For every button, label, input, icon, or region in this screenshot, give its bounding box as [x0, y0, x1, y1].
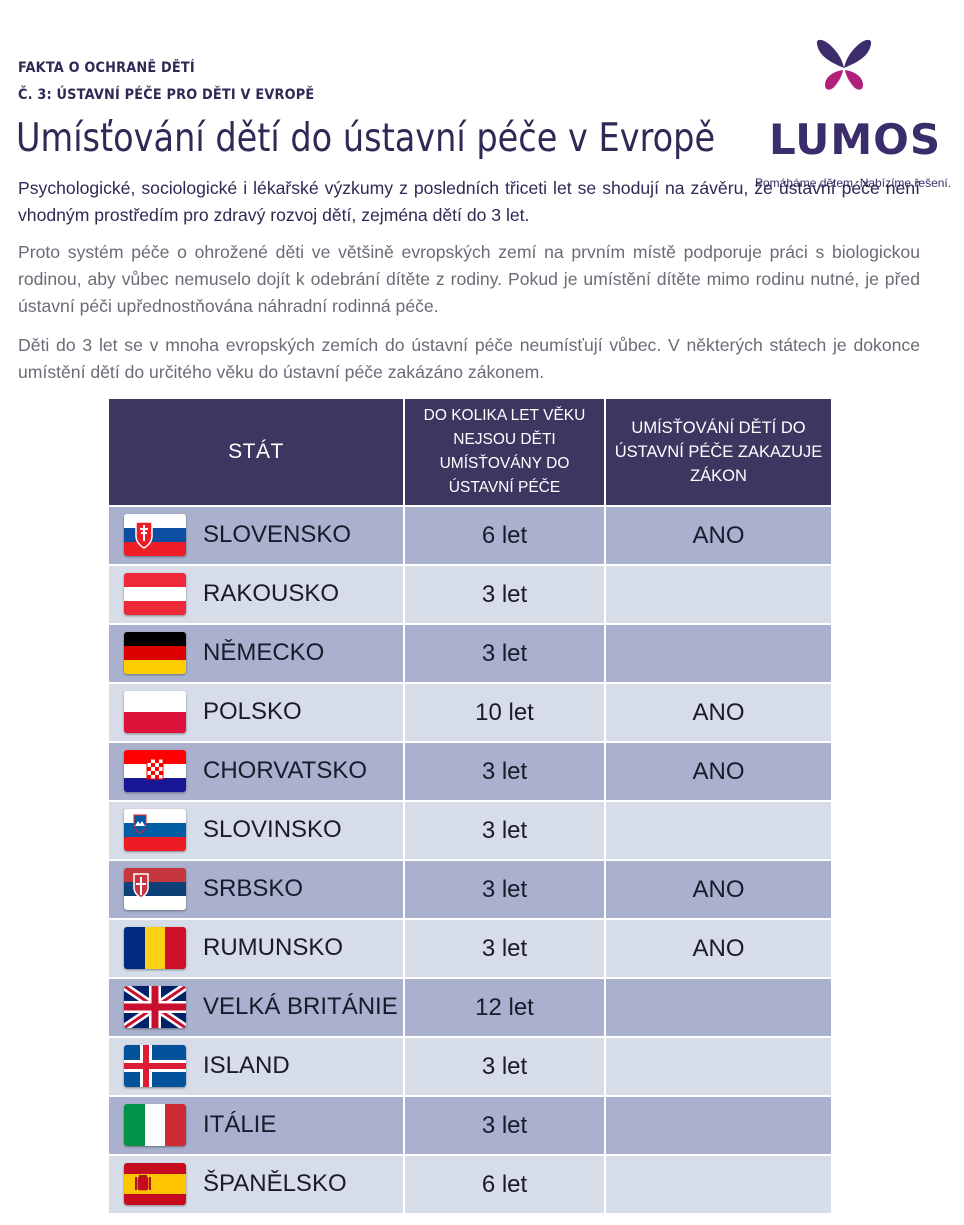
table-row: SLOVENSKO 6 let ANO [107, 505, 833, 566]
age-cell: 10 let [403, 682, 606, 743]
country-name: SRBSKO [203, 875, 304, 902]
country-name: SLOVINSKO [203, 816, 342, 843]
age-cell: 3 let [403, 564, 606, 625]
age-cell: 3 let [403, 1095, 606, 1156]
table-row: RAKOUSKO 3 let [107, 564, 833, 625]
law-cell: ANO [604, 505, 833, 566]
age-cell: 3 let [403, 741, 606, 802]
austria-flag-icon [124, 573, 186, 615]
country-name: NĚMECKO [203, 639, 325, 666]
age-cell: 6 let [403, 505, 606, 566]
law-cell [604, 800, 833, 861]
law-cell: ANO [604, 682, 833, 743]
countries-table: STÁT DO KOLIKA LET VĚKU NEJSOU DĚTI UMÍS… [107, 397, 833, 1215]
age-cell: 12 let [403, 977, 606, 1038]
law-cell [604, 1095, 833, 1156]
spain-flag-icon [124, 1163, 186, 1205]
country-name: CHORVATSKO [203, 757, 368, 784]
country-name: RAKOUSKO [203, 580, 340, 607]
law-cell [604, 623, 833, 684]
age-cell: 3 let [403, 800, 606, 861]
age-cell: 3 let [403, 1036, 606, 1097]
table-header-row: STÁT DO KOLIKA LET VĚKU NEJSOU DĚTI UMÍS… [107, 397, 833, 507]
lumos-logo: LUMOS Pomáháme dětem. Nabízíme řešení. [755, 38, 951, 190]
header-law: UMÍSŤOVÁNÍ DĚTÍ DO ÚSTAVNÍ PÉČE ZAKAZUJE… [604, 397, 833, 507]
serbia-flag-icon [124, 868, 186, 910]
age-cell: 3 let [403, 918, 606, 979]
country-name: ISLAND [203, 1052, 290, 1079]
age-cell: 3 let [403, 859, 606, 920]
logo-wordmark: LUMOS [769, 115, 942, 164]
country-name: POLSKO [203, 698, 302, 725]
slovenia-flag-icon [124, 809, 186, 851]
age-cell: 6 let [403, 1154, 606, 1215]
header-age: DO KOLIKA LET VĚKU NEJSOU DĚTI UMÍSŤOVÁN… [403, 397, 606, 507]
kicker-series: FAKTA O OCHRANĚ DĚTÍ [18, 60, 195, 76]
kicker-issue: Č. 3: ÚSTAVNÍ PÉČE PRO DĚTI V EVROPĚ [18, 87, 315, 103]
table-row: ŠPANĚLSKO 6 let [107, 1154, 833, 1215]
table-row: POLSKO 10 let ANO [107, 682, 833, 743]
law-cell: ANO [604, 859, 833, 920]
intro-paragraph-2: Děti do 3 let se v mnoha evropských zemí… [18, 335, 920, 382]
header-country: STÁT [107, 397, 405, 507]
law-cell [604, 564, 833, 625]
table-row: VELKÁ BRITÁNIE 12 let [107, 977, 833, 1038]
country-name: RUMUNSKO [203, 934, 344, 961]
law-cell [604, 977, 833, 1038]
page-title: Umísťování dětí do ústavní péče v Evropě [16, 116, 716, 161]
country-name: SLOVENSKO [203, 521, 352, 548]
law-cell: ANO [604, 741, 833, 802]
croatia-flag-icon [124, 750, 186, 792]
country-name: ITÁLIE [203, 1111, 277, 1138]
intro-paragraph-1: Proto systém péče o ohrožené děti ve vět… [18, 242, 920, 316]
slovakia-flag-icon [124, 514, 186, 556]
logo-tagline: Pomáháme dětem. Nabízíme řešení. [755, 176, 952, 190]
poland-flag-icon [124, 691, 186, 733]
table-row: RUMUNSKO 3 let ANO [107, 918, 833, 979]
romania-flag-icon [124, 927, 186, 969]
country-name: VELKÁ BRITÁNIE [203, 993, 398, 1020]
table-row: ITÁLIE 3 let [107, 1095, 833, 1156]
italy-flag-icon [124, 1104, 186, 1146]
table-row: ISLAND 3 let [107, 1036, 833, 1097]
iceland-flag-icon [124, 1045, 186, 1087]
law-cell [604, 1036, 833, 1097]
table-row: NĚMECKO 3 let [107, 623, 833, 684]
table-row: SRBSKO 3 let ANO [107, 859, 833, 920]
butterfly-logo-icon [816, 39, 872, 90]
country-name: ŠPANĚLSKO [203, 1170, 347, 1197]
intro-lead: Psychologické, sociologické i lékařské v… [18, 178, 920, 225]
germany-flag-icon [124, 632, 186, 674]
uk-flag-icon [124, 986, 186, 1028]
age-cell: 3 let [403, 623, 606, 684]
table-row: SLOVINSKO 3 let [107, 800, 833, 861]
law-cell: ANO [604, 918, 833, 979]
table-row: CHORVATSKO 3 let ANO [107, 741, 833, 802]
law-cell [604, 1154, 833, 1215]
